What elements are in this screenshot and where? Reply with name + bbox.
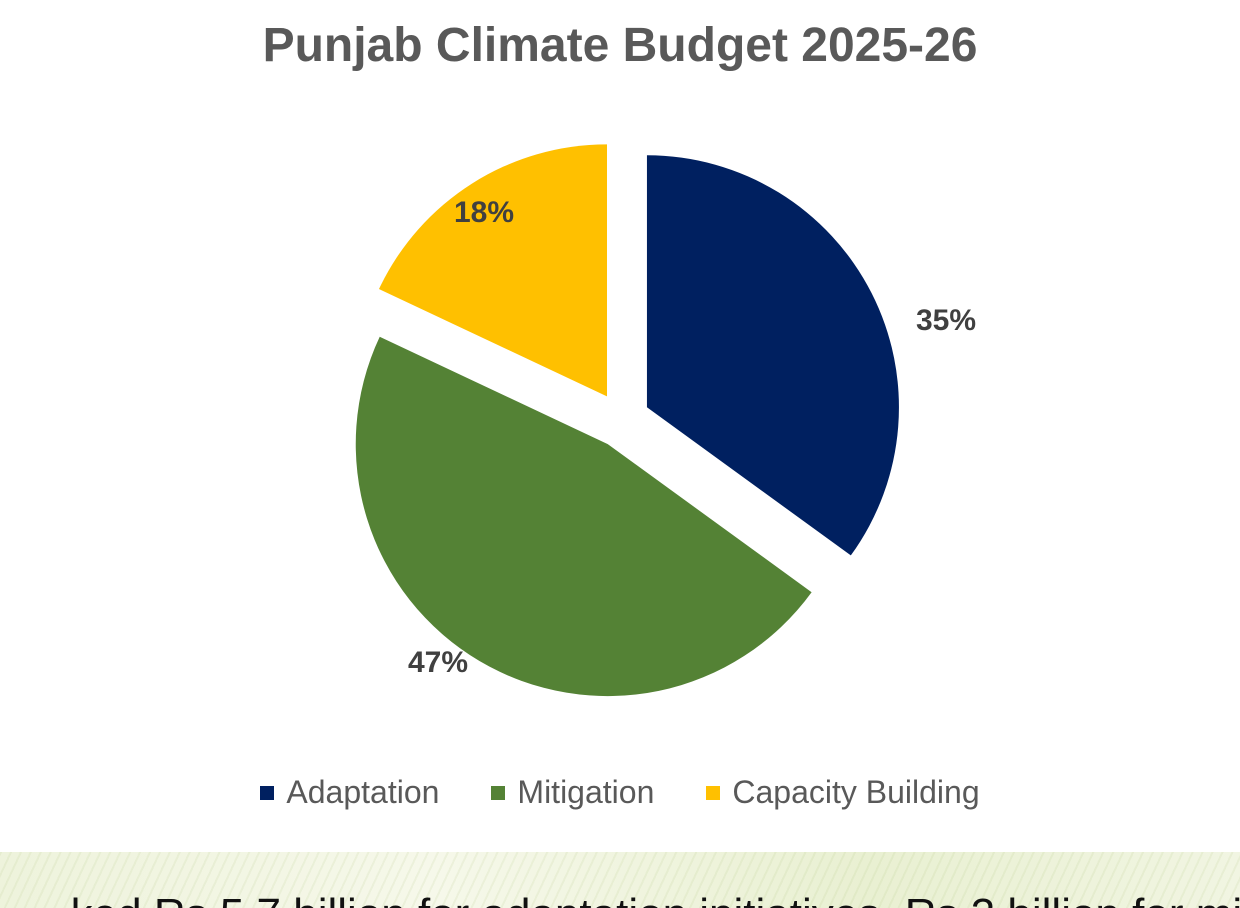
- chart-legend: Adaptation Mitigation Capacity Building: [0, 774, 1240, 811]
- legend-swatch-adaptation: [260, 785, 275, 800]
- chart-title: Punjab Climate Budget 2025-26: [262, 19, 978, 72]
- data-label-mitigation: 47%: [408, 646, 468, 679]
- legend-swatch-capacity-building: [706, 785, 721, 800]
- pie-chart: 35% 47% 18%: [355, 144, 976, 697]
- data-label-adaptation: 35%: [916, 304, 976, 337]
- data-label-capacity-building: 18%: [454, 196, 514, 229]
- pie-slice-mitigation: [355, 336, 812, 697]
- legend-swatch-mitigation: [491, 785, 506, 800]
- pie-slice-adaptation: [646, 155, 899, 556]
- footer-caption: ...ked Rs 5.7 billion for adaptation ini…: [34, 890, 1240, 908]
- footer-banner: ...ked Rs 5.7 billion for adaptation ini…: [0, 852, 1240, 908]
- legend-label-capacity-building: Capacity Building: [732, 774, 980, 810]
- pie-slice-capacity-building: [378, 144, 607, 397]
- legend-item-mitigation: Mitigation: [491, 774, 654, 811]
- legend-item-adaptation: Adaptation: [260, 774, 439, 811]
- legend-item-capacity-building: Capacity Building: [706, 774, 980, 811]
- legend-label-mitigation: Mitigation: [517, 774, 655, 810]
- legend-label-adaptation: Adaptation: [286, 774, 440, 810]
